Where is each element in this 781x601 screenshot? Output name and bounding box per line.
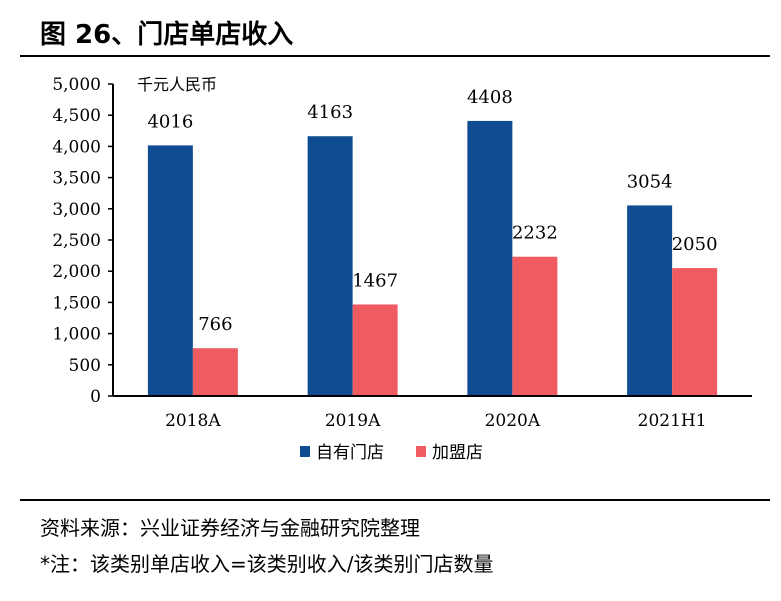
y-tick-label: 1,000 [52,325,101,345]
data-label: 766 [198,314,232,335]
bar-franchise [512,256,558,396]
legend-label: 加盟店 [432,443,483,463]
x-tick-label: 2020A [485,411,541,431]
bar-franchise [192,348,238,396]
y-tick-label: 3,500 [52,169,101,189]
bar-own [147,145,193,396]
y-tick-label: 1,500 [52,293,101,313]
bar-chart: 0 500 1,000 1,500 2,000 2,500 3,000 3,500 4,000 4… [52,75,752,463]
bar-own [307,136,353,396]
data-label: 2232 [512,223,558,244]
x-tick-label: 2018A [165,411,221,431]
top-rule [20,55,770,57]
bar-own [467,120,513,397]
source-note: 资料来源：兴业证券经济与金融研究院整理 [40,516,420,540]
y-tick-label: 0 [90,387,101,407]
footnote: *注：该类别单店收入=该类别收入/该类别门店数量 [40,552,494,576]
data-label: 2050 [672,234,718,255]
bar-franchise [352,304,398,396]
legend-label: 自有门店 [316,443,384,463]
data-label: 3054 [627,171,673,192]
data-label: 1467 [352,270,398,291]
y-tick-label: 3,000 [52,200,101,220]
y-tick-label: 2,500 [52,231,101,251]
y-tick-label: 4,500 [52,106,101,126]
y-axis-unit: 千元人民币 [137,75,217,94]
y-tick-label: 5,000 [52,75,101,95]
y-tick-label: 4,000 [52,137,101,157]
bar-own [627,205,673,396]
data-label: 4016 [147,111,193,132]
x-tick-label: 2021H1 [638,411,707,431]
y-tick-label: 2,000 [52,262,101,282]
bar-franchise [672,268,718,396]
figure-title: 图 26、门店单店收入 [40,20,294,50]
data-label: 4163 [307,102,353,123]
x-tick-label: 2019A [325,411,381,431]
legend-swatch [416,446,426,457]
data-label: 4408 [467,87,513,108]
bottom-rule [20,499,770,501]
y-tick-label: 500 [69,356,101,376]
legend-swatch [300,446,310,457]
